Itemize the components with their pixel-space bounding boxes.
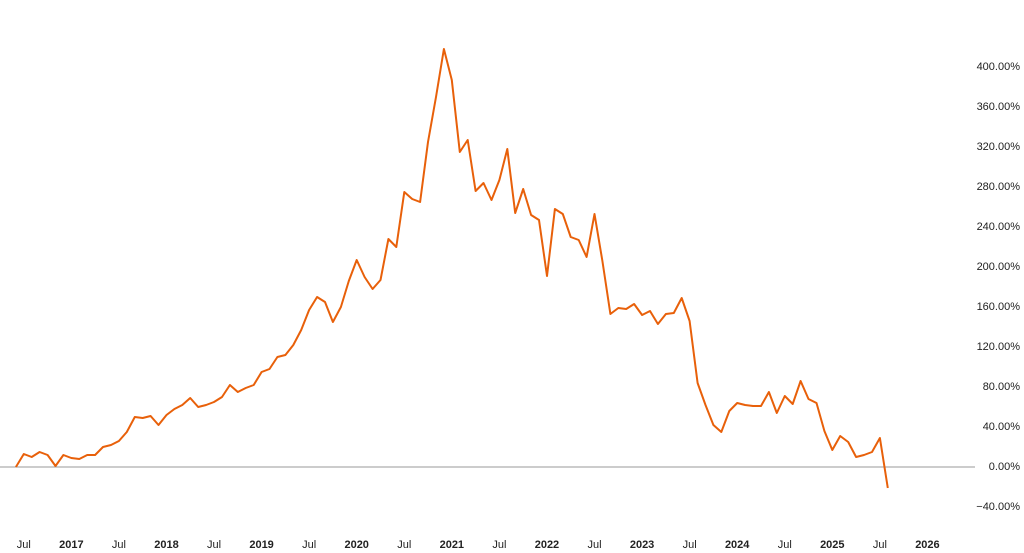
x-tick-label: 2017 [59,539,83,551]
x-tick-label: Jul [112,539,126,551]
x-tick-label: Jul [397,539,411,551]
x-tick-label: 2025 [820,539,844,551]
y-tick-label: 80.00% [983,381,1021,393]
y-tick-label: 400.00% [977,61,1021,73]
y-tick-label: 40.00% [983,421,1021,433]
y-tick-label: 200.00% [977,261,1021,273]
y-tick-label: 0.00% [989,461,1020,473]
x-tick-label: Jul [873,539,887,551]
y-tick-label: 320.00% [977,141,1021,153]
line [15,48,889,489]
y-tick-label: 120.00% [977,341,1021,353]
x-tick-label: Jul [17,539,31,551]
x-tick-label: 2023 [630,539,654,551]
x-tick-label: Jul [587,539,601,551]
x-tick-label: 2018 [154,539,178,551]
x-tick-label: 2024 [725,539,750,551]
x-tick-label: Jul [302,539,316,551]
x-tick-label: 2019 [249,539,273,551]
x-tick-label: Jul [683,539,697,551]
x-tick-label: Jul [778,539,792,551]
x-tick-label: Jul [492,539,506,551]
y-tick-label: 360.00% [977,101,1021,113]
y-tick-label: 160.00% [977,301,1021,313]
x-tick-label: 2020 [344,539,368,551]
x-tick-label: Jul [207,539,221,551]
x-tick-label: 2021 [440,539,464,551]
x-tick-label: 2022 [535,539,559,551]
y-tick-label: 280.00% [977,181,1021,193]
y-tick-label: 240.00% [977,221,1021,233]
x-tick-label: 2026 [915,539,939,551]
y-tick-label: −40.00% [976,501,1020,513]
